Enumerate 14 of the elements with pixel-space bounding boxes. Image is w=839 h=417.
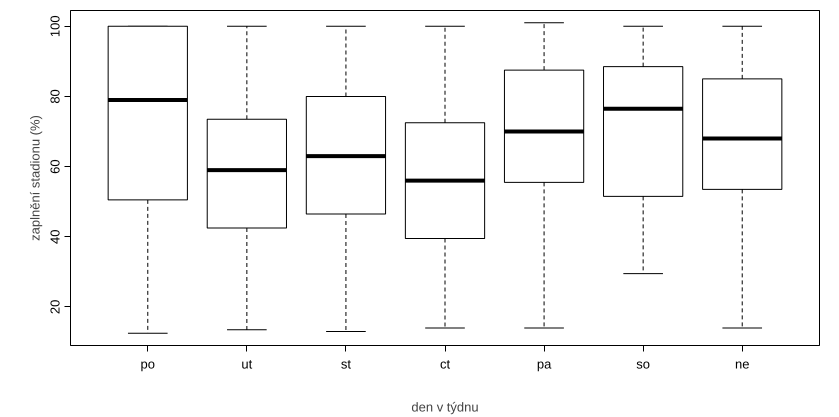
x-tick-label: ne [734,356,750,372]
x-axis-title: den v týdnu [411,400,479,414]
x-tick-label: pa [536,356,552,372]
y-tick-label: 100 [48,15,62,38]
y-tick-label: 20 [48,300,62,314]
x-tick-label: st [340,356,352,372]
y-tick-label: 80 [48,89,62,104]
y-tick-label: 60 [48,159,62,174]
x-tick-label: so [636,356,650,372]
y-axis-title: zaplnění stadionu (%) [28,115,42,241]
x-tick-label: po [140,356,156,372]
y-tick-label: 40 [48,230,62,244]
x-tick-label: ct [440,356,450,372]
x-tick-label: ut [241,356,253,372]
